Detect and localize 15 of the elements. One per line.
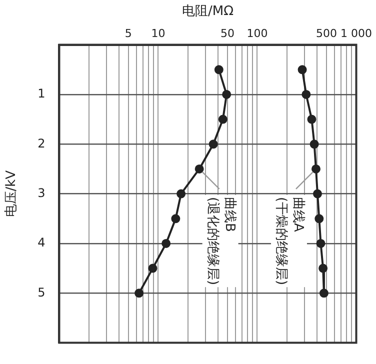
x-tick-label: 1 000 — [340, 27, 372, 40]
x-tick-label: 500 — [316, 27, 337, 40]
y-tick-label: 2 — [38, 136, 46, 150]
y-tick-label: 1 — [38, 86, 46, 101]
x-axis-title: 电阻/MΩ — [182, 4, 234, 20]
y-axis-title: 电压/kV — [4, 170, 20, 218]
x-tick-label: 50 — [220, 27, 234, 40]
x-tick-label: 10 — [151, 27, 166, 40]
x-tick-label: 100 — [246, 27, 268, 40]
x-tick-label: 5 — [124, 27, 132, 40]
y-tick-label: 4 — [38, 236, 46, 250]
y-tick-label: 3 — [38, 186, 46, 200]
y-tick-label: 5 — [38, 285, 46, 300]
annotation: 曲线A (干燥的绝缘层) — [274, 196, 306, 286]
annotation: 曲线B (退化的绝缘层) — [204, 196, 237, 286]
